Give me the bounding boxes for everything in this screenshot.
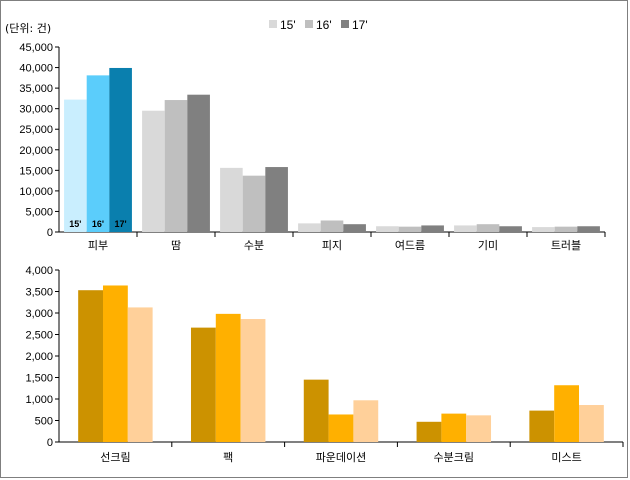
chart2-category-label: 팩 <box>223 451 233 464</box>
chart2-bar-수분크림-0 <box>416 421 442 442</box>
chart2-bar-선크림-2 <box>127 307 153 442</box>
chart1-bar-피부-0 <box>64 99 87 232</box>
chart1-bar-피지-1 <box>320 220 344 232</box>
chart2-category-label: 미스트 <box>551 451 581 464</box>
chart1-bar-피지-0 <box>298 223 321 232</box>
chart2-bar-파운데이션-2 <box>353 400 379 442</box>
legend-swatch-0 <box>269 20 277 28</box>
chart1-bar-수분-2 <box>265 167 288 232</box>
chart1-bar-수분-0 <box>220 167 243 232</box>
chart2-bar-미스트-0 <box>529 410 555 442</box>
chart1-category-label: 땀 <box>171 239 181 252</box>
chart2-bar-파운데이션-1 <box>328 414 354 442</box>
chart1-y-tick-label: 15,000 <box>19 165 53 177</box>
unit-label: (단위: 건) <box>5 22 51 35</box>
chart1-category-label: 트러블 <box>551 239 581 252</box>
chart2-category-label: 선크림 <box>100 451 130 464</box>
chart1-bar-여드름-1 <box>398 226 422 232</box>
chart1-bar-피부-1 <box>86 75 110 232</box>
chart1-category-label: 피지 <box>322 239 342 252</box>
chart1-y-tick-label: 25,000 <box>19 124 53 136</box>
legend-swatch-1 <box>305 20 313 28</box>
chart1-y-tick-label: 0 <box>47 227 53 239</box>
chart2-y-tick-label: 3,500 <box>25 287 53 299</box>
legend-label-2: 17' <box>352 18 368 32</box>
chart1-bar-피지-2 <box>343 224 366 232</box>
chart1-in-bar-label: 17' <box>115 219 127 229</box>
chart2-category-label: 파운데이션 <box>316 451 367 464</box>
chart2-y-tick-label: 3,000 <box>25 308 53 320</box>
chart2-category-label: 수분크림 <box>434 451 474 464</box>
chart2-bar-미스트-1 <box>554 385 580 442</box>
chart1-category-label: 피부 <box>88 239 108 252</box>
chart2-bar-수분크림-1 <box>441 413 467 442</box>
chart2-bar-팩-2 <box>240 319 266 442</box>
chart1-bar-기미-1 <box>476 224 500 232</box>
chart2-y-tick-label: 2,000 <box>25 351 53 363</box>
chart1-bar-땀-0 <box>142 110 165 232</box>
chart2-bar-선크림-1 <box>102 285 128 442</box>
chart2-y-tick-label: 1,500 <box>25 373 53 385</box>
chart1-category-label: 여드름 <box>395 239 425 252</box>
chart2-bar-팩-1 <box>215 313 241 442</box>
chart1-bar-피부-2 <box>109 67 132 232</box>
chart1-category-label: 기미 <box>478 239 498 252</box>
chart2-bar-선크림-0 <box>78 290 103 442</box>
chart1-in-bar-label: 15' <box>69 219 81 229</box>
chart2-bar-수분크림-2 <box>466 415 492 442</box>
chart1-bar-기미-2 <box>499 226 522 232</box>
chart1-bar-여드름-0 <box>376 226 399 232</box>
chart2-bar-파운데이션-0 <box>303 379 329 442</box>
chart1-y-tick-label: 20,000 <box>19 145 53 157</box>
chart2-y-tick-label: 2,500 <box>25 330 53 342</box>
chart2-y-tick-label: 0 <box>47 437 53 449</box>
chart1-bar-트러블-1 <box>554 226 578 232</box>
chart1-y-tick-label: 40,000 <box>19 63 53 75</box>
chart1-in-bar-label: 16' <box>92 219 104 229</box>
legend-label-0: 15' <box>280 18 296 32</box>
chart1-bar-트러블-0 <box>532 227 555 232</box>
chart2-bar-팩-0 <box>190 327 216 442</box>
chart1-bar-수분-1 <box>242 175 266 232</box>
legend-label-1: 16' <box>316 18 332 32</box>
chart2-y-tick-label: 500 <box>35 416 53 428</box>
chart1-y-tick-label: 30,000 <box>19 104 53 116</box>
chart1-bar-땀-2 <box>187 94 210 232</box>
chart1-y-tick-label: 35,000 <box>19 83 53 95</box>
chart1-bar-기미-0 <box>454 225 477 232</box>
legend-swatch-2 <box>341 20 349 28</box>
chart2-y-tick-label: 1,000 <box>25 394 53 406</box>
chart1-y-tick-label: 45,000 <box>19 42 53 54</box>
chart1-y-tick-label: 5,000 <box>25 206 53 218</box>
chart1-bar-땀-1 <box>164 100 188 233</box>
chart1-category-label: 수분 <box>244 239 264 252</box>
chart1-bar-여드름-2 <box>421 225 444 232</box>
chart2-y-tick-label: 4,000 <box>25 265 53 277</box>
chart1-y-tick-label: 10,000 <box>19 186 53 198</box>
chart1-bar-트러블-2 <box>577 226 600 232</box>
chart2-bar-미스트-2 <box>579 405 604 442</box>
